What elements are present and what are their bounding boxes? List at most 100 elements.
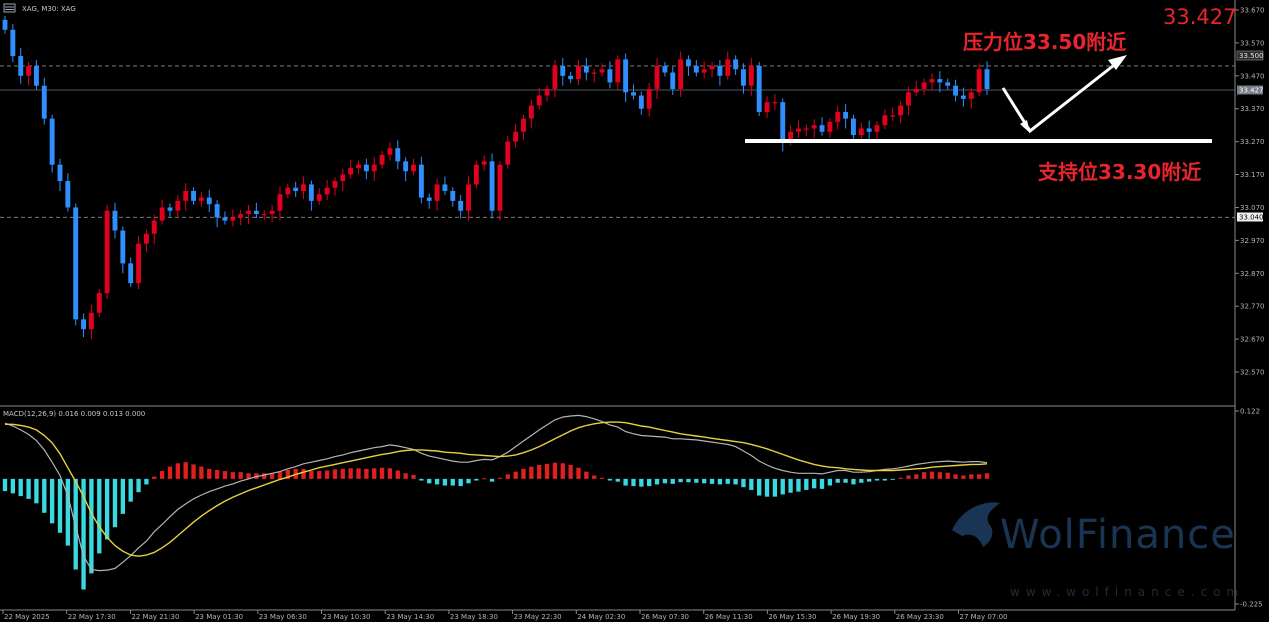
macd-histogram-bar (639, 478, 644, 487)
candle-body (631, 92, 636, 96)
candle-body (756, 65, 762, 113)
candle-body (41, 85, 47, 119)
candle-body (811, 125, 817, 129)
macd-histogram-bar (631, 478, 636, 487)
candle-body (183, 191, 189, 201)
macd-histogram-bar (529, 466, 534, 479)
macd-histogram-bar (709, 478, 715, 484)
candle-body (112, 210, 118, 231)
macd-histogram-bar (497, 477, 503, 479)
time-tick-label: 26 May 19:30 (832, 613, 880, 621)
candle-body (662, 65, 668, 73)
symbol-label: XAG, M30: XAG (22, 5, 76, 13)
candle-body (513, 131, 519, 142)
resistance-price-tag-box (1236, 50, 1264, 61)
candle-body (442, 184, 448, 191)
macd-histogram-bar (175, 463, 180, 479)
macd-histogram-bar (670, 478, 675, 484)
candle-body (929, 79, 935, 83)
candle-body (599, 69, 605, 73)
macd-histogram (2, 462, 990, 590)
macd-histogram-bar (317, 471, 322, 479)
time-tick-label: 24 May 02:30 (577, 613, 625, 621)
macd-histogram-bar (191, 464, 196, 479)
candle-body (33, 65, 39, 86)
time-tick-label: 23 May 06:30 (259, 613, 307, 621)
candle-body (356, 164, 361, 168)
macd-histogram-bar (796, 478, 801, 492)
macd-histogram-bar (984, 473, 990, 479)
candle-body (206, 197, 212, 205)
macd-histogram-bar (301, 468, 306, 479)
candle-body (332, 181, 338, 188)
macd-histogram-bar (474, 478, 479, 481)
candle-body (26, 65, 32, 76)
candle-body (458, 200, 464, 211)
candle-body (576, 65, 581, 80)
symbol-menu-icon[interactable] (3, 3, 16, 13)
candle-body (497, 164, 503, 211)
macd-histogram-bar (104, 478, 110, 540)
candle-body (411, 164, 416, 172)
resistance-annotation: 压力位33.50附近 (963, 30, 1126, 54)
macd-histogram-bar (678, 478, 683, 483)
macd-histogram-bar (741, 478, 746, 488)
macd-histogram-bar (2, 478, 8, 492)
macd-histogram-bar (183, 462, 188, 479)
macd-histogram-bar (505, 474, 510, 479)
candle-body (803, 128, 809, 130)
price-tick-label: 33.470 (1240, 72, 1265, 80)
candle-body (403, 161, 409, 172)
macd-histogram-bar (26, 478, 31, 499)
candle-body (128, 263, 134, 284)
macd-histogram-bar (159, 471, 165, 479)
macd-histogram-bar (262, 473, 267, 479)
price-tick-label: 33.670 (1240, 7, 1265, 15)
current-price-tag: 33.427 (1237, 85, 1264, 95)
macd-histogram-bar (403, 473, 408, 479)
candle-body (638, 95, 644, 109)
resistance-price-tag-text: 33.500 (1239, 52, 1264, 60)
candle-body (615, 59, 621, 83)
macd-histogram-bar (898, 477, 903, 479)
macd-histogram-bar (804, 478, 809, 490)
macd-histogram-bar (647, 478, 652, 487)
time-axis: 22 May 2025 22 May 17:30 22 May 21:30 23 Ma… (2, 610, 1008, 621)
candle-body (379, 154, 385, 165)
time-tick-label: 23 May 10:30 (323, 613, 371, 621)
macd-histogram-bar (458, 478, 463, 487)
candle-body (717, 65, 723, 76)
candle-body (568, 75, 574, 80)
candle-body (858, 128, 864, 136)
time-tick-label: 22 May 21:30 (131, 613, 179, 621)
macd-histogram-bar (489, 478, 495, 482)
macd-histogram-bar (434, 478, 440, 485)
candle-body (277, 194, 283, 211)
candle-body (371, 164, 377, 172)
price-tick-label: 32.770 (1240, 303, 1265, 311)
candle-body (764, 102, 770, 113)
macd-histogram-bar (348, 468, 353, 479)
macd-histogram-bar (513, 471, 518, 479)
candle-body (678, 59, 684, 89)
macd-histogram-bar (976, 474, 982, 479)
macd-histogram-bar (929, 471, 935, 479)
candle-body (552, 65, 558, 89)
candle-body (191, 191, 196, 201)
candle-body (473, 164, 479, 185)
low-price-tag: 33.040 (1237, 212, 1264, 222)
macd-histogram-bar (749, 478, 754, 490)
macd-histogram-bar (199, 466, 204, 479)
candle-body (686, 59, 691, 66)
macd-histogram-bar (945, 472, 950, 479)
candle-body (450, 191, 456, 201)
macd-histogram-bar (623, 478, 628, 486)
candle-body (301, 184, 306, 191)
macd-histogram-bar (482, 478, 487, 480)
macd-tick-label: 0.122 (1240, 408, 1260, 416)
candle-body (57, 164, 63, 182)
watermark-site: www.wolfinance.com (1010, 585, 1244, 599)
price-tick-label: 33.270 (1240, 138, 1265, 146)
candle-body (418, 164, 424, 198)
